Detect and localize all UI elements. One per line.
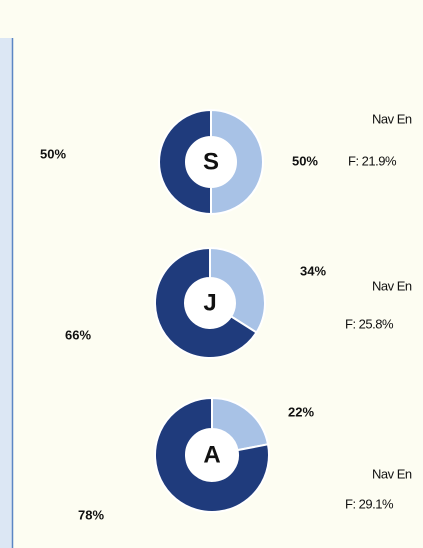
value-label: 50% — [292, 153, 318, 168]
center-label: A — [203, 441, 220, 468]
annotation: Nav En — [372, 278, 412, 293]
annotation: F: 25.8% — [345, 316, 394, 331]
annotation: F: 21.9% — [348, 153, 397, 168]
value-label: 66% — [65, 327, 91, 342]
side-panel — [0, 38, 12, 548]
center-label: J — [203, 289, 216, 316]
annotation: Nav En — [372, 111, 412, 126]
value-label: 34% — [300, 263, 326, 278]
center-label: S — [203, 148, 219, 175]
value-label: 22% — [288, 404, 314, 419]
annotation: F: 29.1% — [345, 496, 394, 511]
annotation: Nav En — [372, 466, 412, 481]
value-label: 78% — [78, 507, 104, 522]
donut-hole — [186, 137, 236, 187]
donut-hole — [185, 278, 235, 328]
donut-hole — [186, 429, 238, 481]
value-label: 50% — [40, 146, 66, 161]
